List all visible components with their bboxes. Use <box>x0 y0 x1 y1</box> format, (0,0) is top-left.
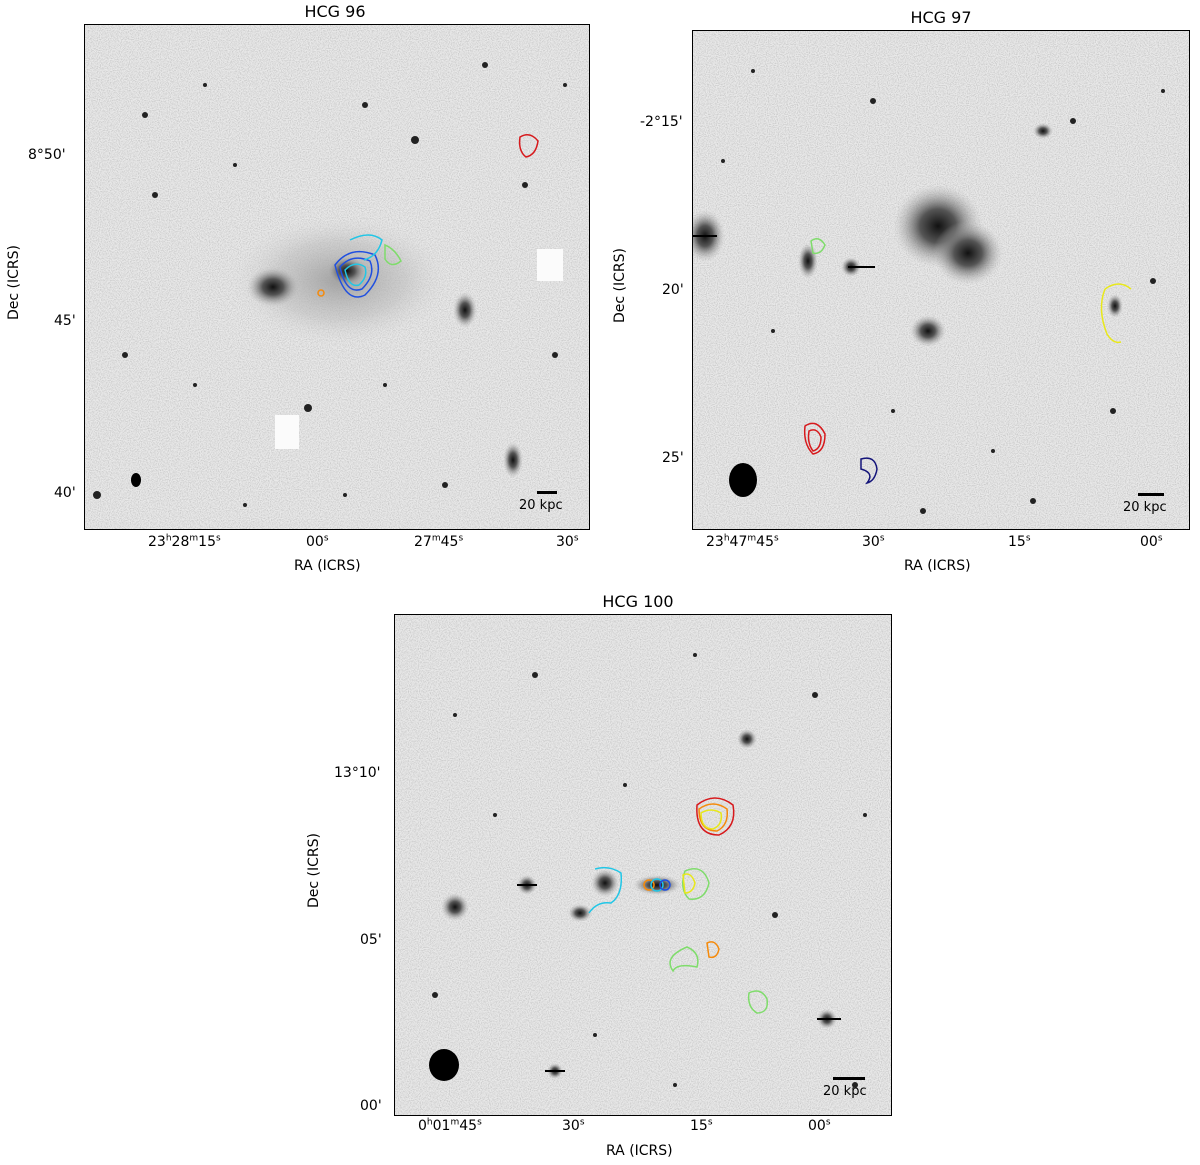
galaxy <box>633 875 681 895</box>
galaxy <box>1033 123 1053 139</box>
panel-title: HCG 100 <box>602 592 674 611</box>
galaxy <box>933 221 1003 285</box>
scale-bar-label: 20 kpc <box>823 1084 867 1099</box>
galaxy <box>798 243 818 279</box>
beam-ellipse <box>131 473 141 487</box>
sky-image-svg <box>85 25 589 529</box>
galaxy <box>441 893 469 921</box>
galaxy <box>591 869 619 897</box>
galaxy <box>453 292 477 328</box>
y-tick-label: -2°15' <box>640 114 683 130</box>
scale-bar-label: 20 kpc <box>1123 500 1167 515</box>
hi-contour <box>344 263 367 287</box>
galaxy <box>568 904 592 922</box>
y-tick-label: 13°10' <box>334 765 381 781</box>
sky-image-hcg100: 20 kpc <box>394 614 892 1116</box>
hi-contour <box>349 234 383 261</box>
hi-contour <box>706 941 720 959</box>
scale-bar <box>833 1077 865 1080</box>
x-tick-label: 30s <box>862 533 885 550</box>
y-axis-label: Dec (ICRS) <box>306 833 322 908</box>
x-tick-label: 30s <box>556 533 579 550</box>
x-axis-label: RA (ICRS) <box>294 558 361 574</box>
galaxy <box>503 442 523 478</box>
sky-image-hcg96: 20 kpc <box>84 24 590 530</box>
hi-contour <box>700 809 723 830</box>
y-axis-label: Dec (ICRS) <box>612 248 628 323</box>
hi-contour <box>682 873 696 894</box>
hi-contour <box>696 797 735 836</box>
y-tick-label: 45' <box>54 313 76 329</box>
scale-bar <box>537 491 557 494</box>
hi-contour <box>682 868 710 900</box>
y-tick-label: 40' <box>54 485 76 501</box>
hi-contour <box>384 243 402 266</box>
hi-contour <box>339 257 373 291</box>
hi-contour <box>860 457 878 485</box>
x-tick-label: 30s <box>562 1117 585 1134</box>
panel-title: HCG 96 <box>304 2 366 21</box>
hi-contour <box>518 134 539 158</box>
hi-contour <box>810 238 826 255</box>
x-tick-label: 15s <box>690 1117 713 1134</box>
sky-image-svg <box>395 615 891 1115</box>
hi-contour <box>669 946 699 973</box>
hi-contour <box>650 878 664 892</box>
hi-contour <box>803 422 826 455</box>
sky-image-hcg97: 20 kpc <box>692 30 1190 530</box>
x-tick-label: 00s <box>1140 533 1163 550</box>
hi-contour <box>1100 288 1122 344</box>
hi-contour <box>643 879 655 891</box>
beam-ellipse <box>429 1049 459 1081</box>
y-tick-label: 05' <box>360 932 382 948</box>
x-axis-label: RA (ICRS) <box>904 558 971 574</box>
masked-region <box>275 415 299 449</box>
x-axis-label: RA (ICRS) <box>606 1143 673 1159</box>
y-tick-label: 25' <box>662 450 684 466</box>
x-tick-label: 23h28m15s <box>148 533 221 550</box>
masked-region <box>537 249 563 281</box>
galaxy-core <box>247 267 299 307</box>
hi-contour <box>1104 283 1132 290</box>
galaxy <box>910 315 946 347</box>
hi-contour <box>317 289 325 297</box>
x-tick-label: 27m45s <box>414 533 464 550</box>
x-tick-label: 15s <box>1008 533 1031 550</box>
x-tick-label: 00s <box>306 533 329 550</box>
hi-contour <box>807 429 822 452</box>
x-tick-label: 00s <box>808 1117 831 1134</box>
hi-contour <box>588 866 623 914</box>
x-tick-label: 23h47m45s <box>706 533 779 550</box>
y-tick-label: 00' <box>360 1098 382 1114</box>
sky-image-svg <box>693 31 1189 529</box>
scale-bar <box>1138 493 1164 496</box>
hi-contour <box>334 250 380 298</box>
y-tick-label: 20' <box>662 282 684 298</box>
galaxy <box>737 729 757 749</box>
galaxy <box>1107 294 1123 318</box>
panel-title: HCG 97 <box>910 8 972 27</box>
x-tick-label: 0h01m45s <box>418 1117 482 1134</box>
y-tick-label: 8°50' <box>28 147 66 163</box>
hi-contour <box>659 879 671 891</box>
scale-bar-label: 20 kpc <box>519 498 563 513</box>
hi-contour <box>747 990 769 1014</box>
beam-ellipse <box>729 463 757 497</box>
y-axis-label: Dec (ICRS) <box>6 245 22 320</box>
